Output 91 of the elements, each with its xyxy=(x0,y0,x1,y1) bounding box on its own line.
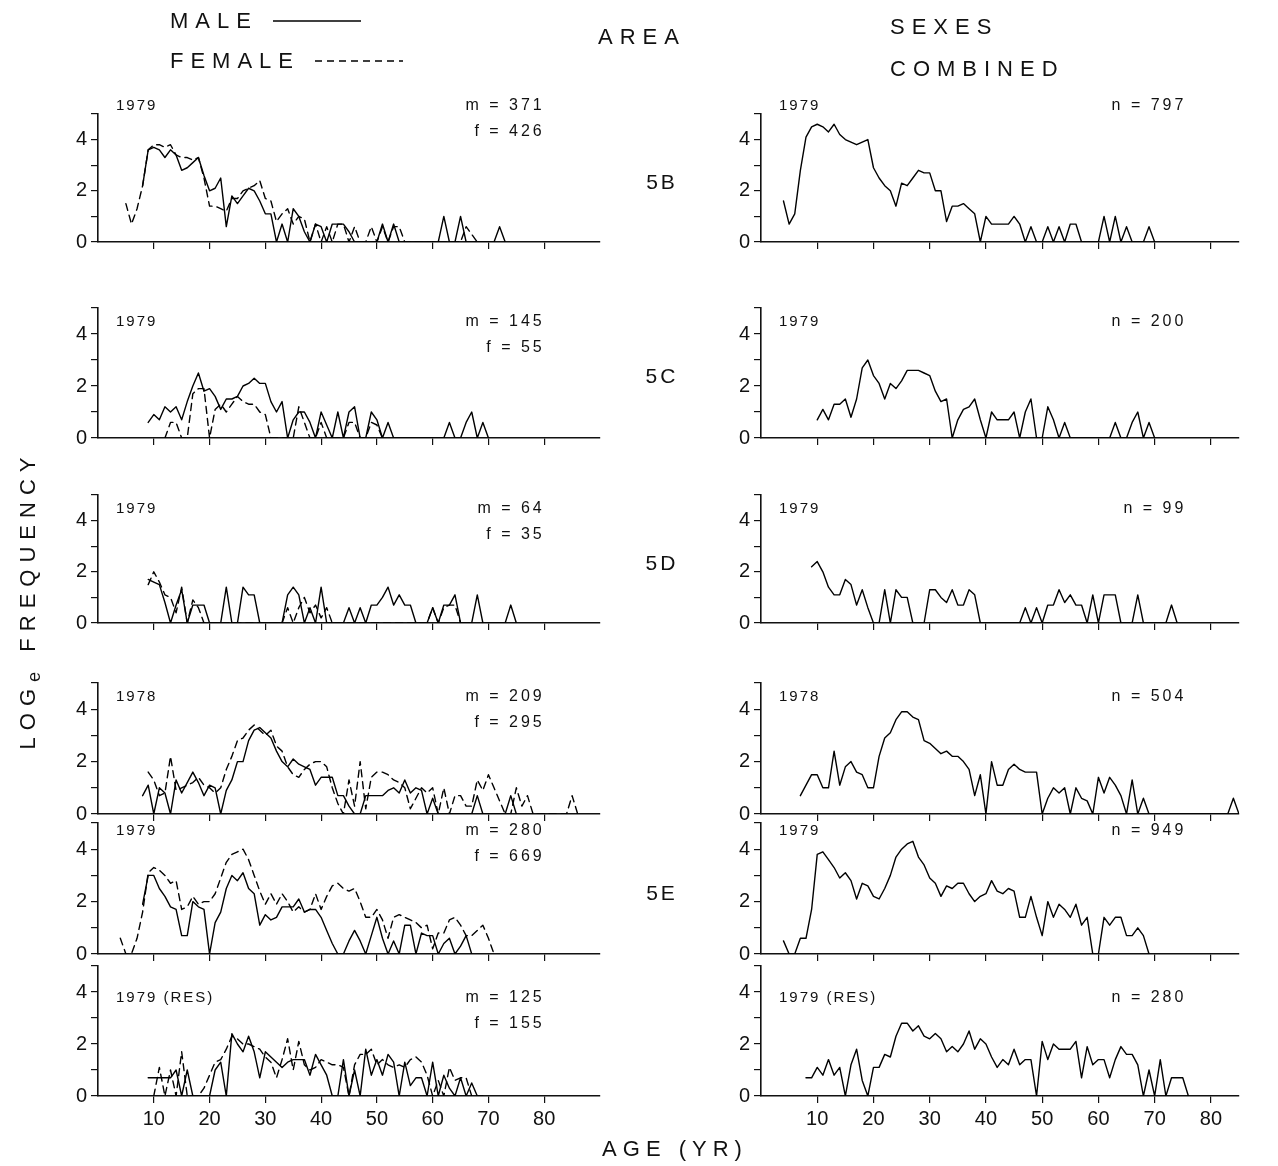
y-tick-label: 0 xyxy=(738,1083,750,1106)
text: 5B xyxy=(646,169,678,194)
x-tick-label: 50 xyxy=(1031,1106,1054,1129)
chart-title: SEXES COMBINED xyxy=(890,13,1066,83)
x-tick-label: 20 xyxy=(862,1106,885,1129)
annotation: n = 504 xyxy=(1111,687,1187,706)
y-tick-label: 2 xyxy=(75,889,87,912)
y-tick-label: 2 xyxy=(738,889,750,912)
annotation: 1979 xyxy=(779,311,821,329)
annotation: n = 280 xyxy=(1111,987,1187,1006)
y-tick-label: 4 xyxy=(738,321,750,344)
text: n = 797 xyxy=(1111,95,1187,114)
x-tick-label: 60 xyxy=(421,1106,444,1129)
y-tick-label: 2 xyxy=(738,749,750,772)
y-tick-label: 0 xyxy=(738,941,750,964)
y-tick-label: 0 xyxy=(75,1083,87,1106)
y-tick-label: 2 xyxy=(738,373,750,396)
y-tick-label: 0 xyxy=(75,801,87,824)
y-tick-label: 4 xyxy=(738,507,750,530)
y-tick-label: 0 xyxy=(738,801,750,824)
annotation: 1979 xyxy=(116,821,158,838)
annotation: m = 64 xyxy=(477,498,545,517)
x-tick-label: 10 xyxy=(806,1106,829,1129)
annotation: 1979 xyxy=(779,821,821,838)
annotation: f = 295 xyxy=(474,713,545,732)
x-tick-label: 10 xyxy=(142,1106,165,1129)
y-tick-label: 4 xyxy=(738,696,750,719)
x-tick-label: 30 xyxy=(254,1106,277,1129)
y-tick-label: 4 xyxy=(75,507,87,530)
annotation: 1978 xyxy=(779,687,821,705)
annotation: 1979 xyxy=(116,311,158,329)
y-tick-label: 4 xyxy=(738,979,750,1002)
y-tick-label: 4 xyxy=(75,836,87,859)
y-tick-label: 4 xyxy=(75,126,87,149)
annotation: 1979 (RES) xyxy=(779,987,878,1005)
y-tick-label: 0 xyxy=(738,425,750,448)
y-tick-label: 0 xyxy=(75,425,87,448)
y-tick-label: 2 xyxy=(738,178,750,201)
y-tick-label: 4 xyxy=(75,321,87,344)
y-tick-label: 2 xyxy=(738,1031,750,1054)
text: 5D xyxy=(645,550,679,575)
annotation: f = 155 xyxy=(474,1013,545,1032)
y-tick-label: 0 xyxy=(75,229,87,252)
x-tick-label: 40 xyxy=(974,1106,998,1129)
x-tick-label: 70 xyxy=(1143,1106,1166,1129)
x-tick-label: 20 xyxy=(198,1106,221,1129)
y-tick-label: 4 xyxy=(75,979,87,1002)
chart-title: AREA xyxy=(598,24,686,50)
y-tick-label: 0 xyxy=(738,610,750,633)
y-tick-label: 2 xyxy=(75,178,87,201)
x-tick-label: 70 xyxy=(477,1106,500,1129)
annotation: 1979 (RES) xyxy=(116,987,215,1005)
y-tick-label: 2 xyxy=(75,1031,87,1054)
annotation: m = 145 xyxy=(465,311,545,330)
annotation: m = 280 xyxy=(465,821,545,839)
annotation: m = 209 xyxy=(465,687,545,706)
annotation: f = 35 xyxy=(486,524,545,543)
x-tick-label: 80 xyxy=(1199,1106,1223,1129)
text: m = 371 xyxy=(465,95,545,114)
x-tick-label: 80 xyxy=(533,1106,556,1129)
annotation: n = 949 xyxy=(1111,821,1187,839)
y-tick-label: 2 xyxy=(75,559,87,582)
annotation: 1979 xyxy=(116,498,158,516)
annotation: f = 55 xyxy=(486,337,545,356)
annotation: f = 426 xyxy=(474,121,545,140)
x-tick-label: 30 xyxy=(918,1106,941,1129)
x-tick-label: 60 xyxy=(1087,1106,1110,1129)
x-tick-label: 40 xyxy=(309,1106,333,1129)
y-tick-label: 0 xyxy=(738,229,750,252)
annotation: n = 99 xyxy=(1123,498,1187,517)
x-tick-label: 50 xyxy=(365,1106,389,1129)
text: 1979 xyxy=(116,95,158,113)
y-tick-label: 2 xyxy=(75,373,87,396)
annotation: 1979 xyxy=(779,498,821,516)
x-axis-title: AGE (YR) xyxy=(602,1136,748,1162)
legend-label: FEMALE xyxy=(170,47,301,74)
y-tick-label: 4 xyxy=(738,126,750,149)
y-tick-label: 4 xyxy=(738,836,750,859)
y-tick-label: 4 xyxy=(75,696,87,719)
text: 5E xyxy=(646,880,678,905)
annotation: 1978 xyxy=(116,687,158,705)
y-tick-label: 2 xyxy=(738,559,750,582)
text: 1979 xyxy=(779,95,821,113)
y-tick-label: 2 xyxy=(75,749,87,772)
text: 5C xyxy=(645,364,679,389)
y-tick-label: 0 xyxy=(75,941,87,964)
annotation: n = 200 xyxy=(1111,311,1187,330)
annotation: m = 125 xyxy=(465,987,545,1006)
y-tick-label: 0 xyxy=(75,610,87,633)
annotation: f = 669 xyxy=(474,847,545,865)
legend-label: MALE xyxy=(170,7,258,34)
